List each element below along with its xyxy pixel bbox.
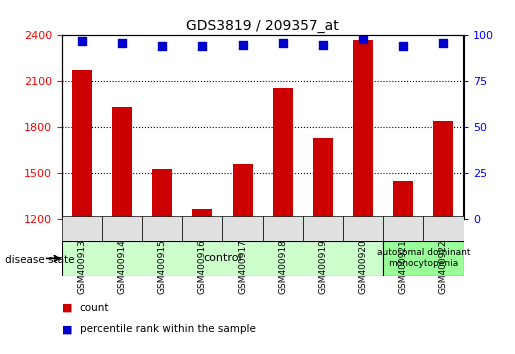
- Text: percentile rank within the sample: percentile rank within the sample: [80, 324, 256, 334]
- Text: GSM400919: GSM400919: [318, 239, 328, 294]
- Point: [238, 42, 247, 47]
- FancyBboxPatch shape: [222, 216, 263, 241]
- Text: autosomal dominant
monocytopenia: autosomal dominant monocytopenia: [376, 249, 470, 268]
- Point: [359, 36, 367, 42]
- Text: GSM400916: GSM400916: [198, 239, 207, 294]
- Bar: [313, 138, 333, 219]
- Text: count: count: [80, 303, 109, 313]
- FancyBboxPatch shape: [303, 216, 343, 241]
- FancyBboxPatch shape: [62, 241, 383, 276]
- Text: GSM400920: GSM400920: [358, 239, 368, 294]
- Bar: [393, 181, 413, 219]
- Bar: [112, 108, 132, 219]
- Bar: [152, 169, 172, 219]
- Title: GDS3819 / 209357_at: GDS3819 / 209357_at: [186, 19, 339, 33]
- Point: [439, 40, 448, 46]
- FancyBboxPatch shape: [423, 216, 464, 241]
- Point: [78, 38, 86, 44]
- Text: ■: ■: [62, 324, 72, 334]
- Point: [399, 44, 407, 49]
- FancyBboxPatch shape: [142, 216, 182, 241]
- Text: GSM400913: GSM400913: [77, 239, 87, 294]
- Text: disease state: disease state: [5, 255, 75, 265]
- Bar: [273, 87, 293, 219]
- Text: GSM400921: GSM400921: [399, 239, 408, 294]
- Text: GSM400922: GSM400922: [439, 239, 448, 294]
- Text: ■: ■: [62, 303, 72, 313]
- FancyBboxPatch shape: [343, 216, 383, 241]
- Bar: [72, 70, 92, 219]
- FancyBboxPatch shape: [263, 216, 303, 241]
- Bar: [192, 209, 212, 219]
- Text: control: control: [203, 253, 242, 263]
- Bar: [232, 164, 252, 219]
- FancyBboxPatch shape: [383, 216, 423, 241]
- FancyBboxPatch shape: [182, 216, 222, 241]
- Text: GSM400918: GSM400918: [278, 239, 287, 294]
- Text: GSM400914: GSM400914: [117, 239, 127, 294]
- FancyBboxPatch shape: [62, 216, 102, 241]
- Bar: [353, 40, 373, 219]
- Text: GSM400915: GSM400915: [158, 239, 167, 294]
- FancyBboxPatch shape: [102, 216, 142, 241]
- Point: [158, 44, 166, 49]
- Text: GSM400917: GSM400917: [238, 239, 247, 294]
- Point: [319, 42, 327, 47]
- Bar: [433, 121, 453, 219]
- FancyBboxPatch shape: [383, 241, 464, 276]
- Point: [279, 40, 287, 46]
- Point: [118, 40, 126, 46]
- Point: [198, 44, 207, 49]
